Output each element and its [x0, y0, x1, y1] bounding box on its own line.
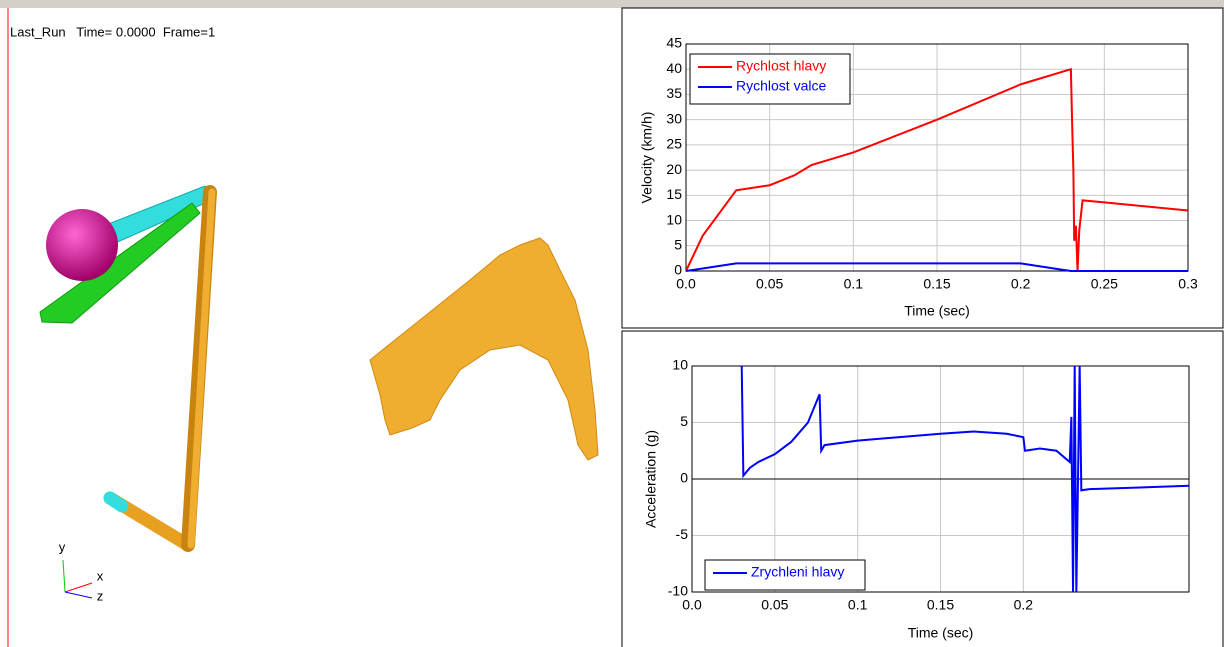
x-tick-label: 0.2: [1014, 597, 1034, 613]
viewport-label: Last_Run Time= 0.0000 Frame=1: [10, 24, 215, 39]
head-sphere: [46, 209, 118, 281]
chart-panel: [622, 331, 1223, 647]
triad-label: z: [97, 588, 104, 603]
x-tick-label: 0.05: [756, 276, 783, 292]
x-tick-label: 0.0: [682, 597, 702, 613]
fender: [370, 238, 598, 460]
y-tick-label: 35: [666, 85, 682, 101]
model-3d: [40, 186, 598, 545]
screen: Last_Run Time= 0.0000 Frame=1 y x z 0 5 10…: [0, 0, 1224, 647]
y-axis-label: Velocity (km/h): [639, 112, 655, 204]
legend-label: Rychlost valce: [736, 78, 826, 94]
y-tick-label: -5: [676, 526, 689, 542]
y-tick-label: 0: [680, 470, 688, 486]
x-tick-label: 0.0: [676, 276, 696, 292]
x-axis-label: Time (sec): [908, 625, 974, 641]
triad-z: [65, 592, 92, 598]
y-tick-label: 5: [674, 236, 682, 252]
triad-label: x: [97, 568, 104, 583]
rod-end: [110, 498, 122, 506]
legend-label: Zrychleni hlavy: [751, 564, 844, 580]
x-tick-label: 0.15: [923, 276, 950, 292]
x-tick-label: 0.25: [1091, 276, 1118, 292]
triad-label: y: [59, 539, 66, 554]
axis-triad: y x z: [59, 539, 104, 603]
legend-label: Rychlost hlavy: [736, 58, 826, 74]
y-tick-label: 15: [666, 186, 682, 202]
triad-x: [65, 583, 92, 592]
triad-y: [63, 560, 65, 592]
y-tick-label: 10: [666, 211, 682, 227]
x-tick-label: 0.1: [848, 597, 868, 613]
x-axis-label: Time (sec): [904, 303, 970, 319]
x-tick-label: 0.3: [1178, 276, 1198, 292]
y-axis-label: Acceleration (g): [643, 430, 659, 528]
x-tick-label: 0.05: [761, 597, 788, 613]
top-bar: [0, 0, 1224, 8]
y-tick-label: 10: [672, 357, 688, 373]
y-tick-label: 20: [666, 161, 682, 177]
y-tick-label: 5: [680, 413, 688, 429]
y-tick-label: 25: [666, 136, 682, 152]
y-tick-label: 45: [666, 35, 682, 51]
y-tick-label: 40: [666, 60, 682, 76]
y-tick-label: 30: [666, 110, 682, 126]
x-tick-label: 0.2: [1011, 276, 1031, 292]
x-tick-label: 0.15: [927, 597, 954, 613]
x-tick-label: 0.1: [844, 276, 864, 292]
